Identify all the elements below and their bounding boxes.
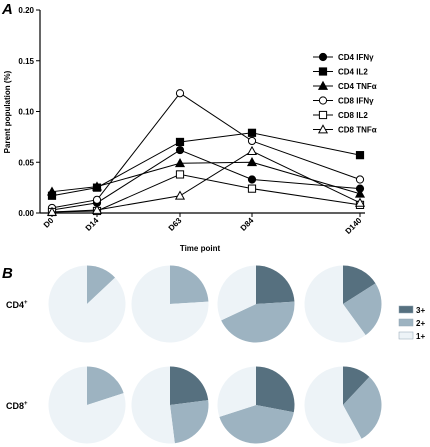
data-point xyxy=(175,170,185,179)
pie-slice xyxy=(304,265,366,343)
data-point xyxy=(246,157,258,167)
data-point xyxy=(247,136,257,146)
legend-marker xyxy=(318,110,328,120)
legend-marker xyxy=(318,52,328,62)
y-tick-label: 0.20 xyxy=(18,6,34,15)
data-point xyxy=(174,190,186,200)
pie-slice xyxy=(131,366,175,444)
data-point xyxy=(355,151,365,160)
data-point xyxy=(175,137,185,147)
data-point xyxy=(354,197,366,207)
legend-marker xyxy=(317,124,329,134)
pie-slice xyxy=(221,301,295,343)
pie-slice xyxy=(87,366,124,405)
x-tick-label: D84 xyxy=(239,216,256,233)
pie-slice xyxy=(256,366,295,413)
y-tick-label: 0.10 xyxy=(18,108,34,117)
legend-marker xyxy=(318,96,328,105)
pie-slice xyxy=(343,283,382,336)
data-point xyxy=(247,128,257,137)
data-point xyxy=(247,175,257,184)
pie-legend-label: 3+ xyxy=(416,306,425,315)
pie-slice xyxy=(170,265,209,304)
x-tick-label: D63 xyxy=(167,216,184,233)
pie-slice xyxy=(343,265,376,304)
pie-slice xyxy=(217,366,256,417)
legend-marker xyxy=(318,67,328,76)
data-point xyxy=(246,145,258,155)
pie-slice xyxy=(217,265,256,321)
y-tick-label: 0.05 xyxy=(18,158,34,167)
data-point xyxy=(355,175,365,184)
data-point xyxy=(175,89,185,98)
pie-slice xyxy=(48,265,126,343)
data-point xyxy=(92,195,102,204)
pie-slice xyxy=(170,400,209,444)
pie-legend-swatch xyxy=(398,305,414,314)
data-point xyxy=(175,145,185,155)
y-axis-title: Parent population (%) xyxy=(3,70,12,153)
pie-slice xyxy=(87,265,116,304)
legend-label: CD8 IFNγ xyxy=(338,97,374,106)
x-tick-label: D140 xyxy=(344,216,364,236)
legend-label: CD4 IL2 xyxy=(338,68,368,77)
pie-slice xyxy=(170,366,209,405)
x-tick-label: D14 xyxy=(84,216,101,233)
data-point xyxy=(354,188,366,198)
legend-marker xyxy=(317,80,329,90)
legend-label: CD8 IL2 xyxy=(338,111,368,120)
pie-grid: Day 14Day 63Day 84Day 140CD4+CD8+3+2+1+ xyxy=(6,265,425,444)
pie-slice xyxy=(343,366,370,405)
data-point xyxy=(91,181,103,191)
x-axis-title: Time point xyxy=(180,244,221,253)
pie-legend-label: 1+ xyxy=(416,332,425,341)
data-point xyxy=(46,206,58,216)
x-tick-label: D0 xyxy=(42,216,56,230)
pie-slice xyxy=(219,405,294,444)
pie-legend-swatch xyxy=(398,331,414,340)
pie-row-label: CD4+ xyxy=(6,300,28,310)
pie-slice xyxy=(304,366,362,444)
data-point xyxy=(247,184,257,193)
data-point xyxy=(174,158,186,168)
pie-slice xyxy=(48,366,126,444)
legend-label: CD8 TNFα xyxy=(338,126,377,135)
pie-slice xyxy=(131,265,209,343)
line-chart: 0.00 0.05 0.10 0.15 0.20 D0 D14 D63 D84 D140 Time … xyxy=(3,6,377,253)
legend-label: CD4 TNFα xyxy=(338,82,377,91)
y-tick-label: 0.15 xyxy=(18,57,34,66)
pie-legend-swatch xyxy=(398,318,414,327)
panel-a-letter: A xyxy=(1,1,13,18)
pie-row-label: CD8+ xyxy=(6,401,28,411)
y-tick-label: 0.00 xyxy=(18,209,34,218)
pie-legend-label: 2+ xyxy=(416,319,425,328)
pie-slice xyxy=(343,376,382,439)
pie-slice xyxy=(256,265,295,304)
panel-b-letter: B xyxy=(2,265,13,282)
data-point xyxy=(91,204,103,214)
data-point xyxy=(46,186,58,196)
legend-label: CD4 IFNγ xyxy=(338,53,374,62)
